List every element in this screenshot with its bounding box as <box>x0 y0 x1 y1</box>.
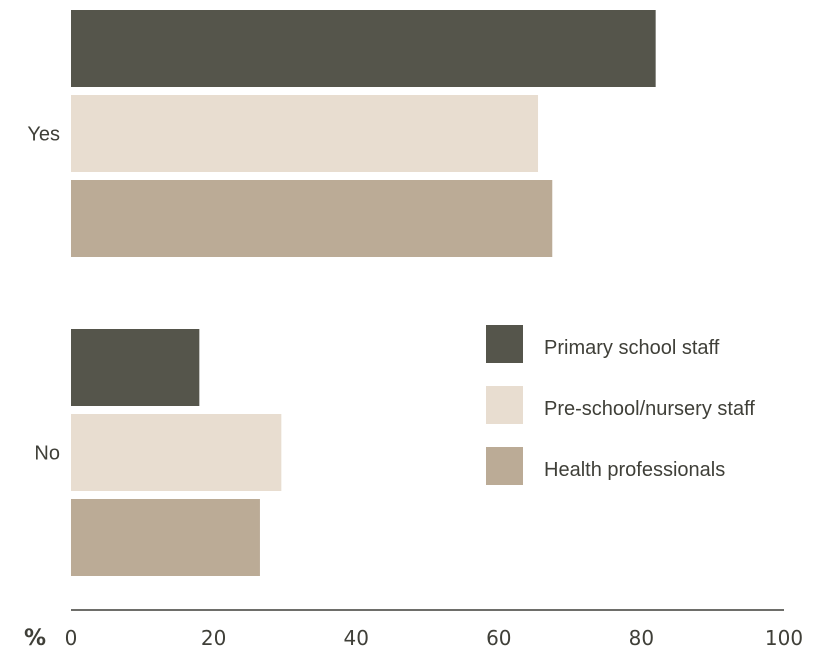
bar-yes-series-2 <box>71 180 553 257</box>
legend-label-1: Pre-school/nursery staff <box>544 398 755 420</box>
legend-swatch-0 <box>486 325 523 363</box>
legend: Primary school staff Pre-school/nursery s… <box>486 325 755 485</box>
x-tick-20: 20 <box>201 626 226 650</box>
x-tick-labels: 0 20 40 60 80 100 <box>65 626 803 650</box>
bar-no-series-0 <box>71 329 200 406</box>
x-tick-40: 40 <box>343 626 368 650</box>
bar-yes-series-1 <box>71 95 539 172</box>
x-tick-80: 80 <box>629 626 654 650</box>
legend-label-2: Health professionals <box>544 459 725 481</box>
legend-swatch-1 <box>486 386 523 424</box>
legend-swatch-2 <box>486 447 523 485</box>
legend-label-0: Primary school staff <box>544 337 720 359</box>
bar-no-series-2 <box>71 499 260 576</box>
x-tick-60: 60 <box>486 626 511 650</box>
bar-no-series-1 <box>71 414 282 491</box>
category-label-no: No <box>34 443 60 465</box>
bars-group <box>71 10 656 576</box>
bar-yes-series-0 <box>71 10 656 87</box>
x-tick-0: 0 <box>65 626 78 650</box>
x-unit-label: % <box>24 626 46 651</box>
x-tick-100: 100 <box>765 626 803 650</box>
category-labels: Yes No <box>27 124 60 465</box>
category-label-yes: Yes <box>27 124 60 146</box>
